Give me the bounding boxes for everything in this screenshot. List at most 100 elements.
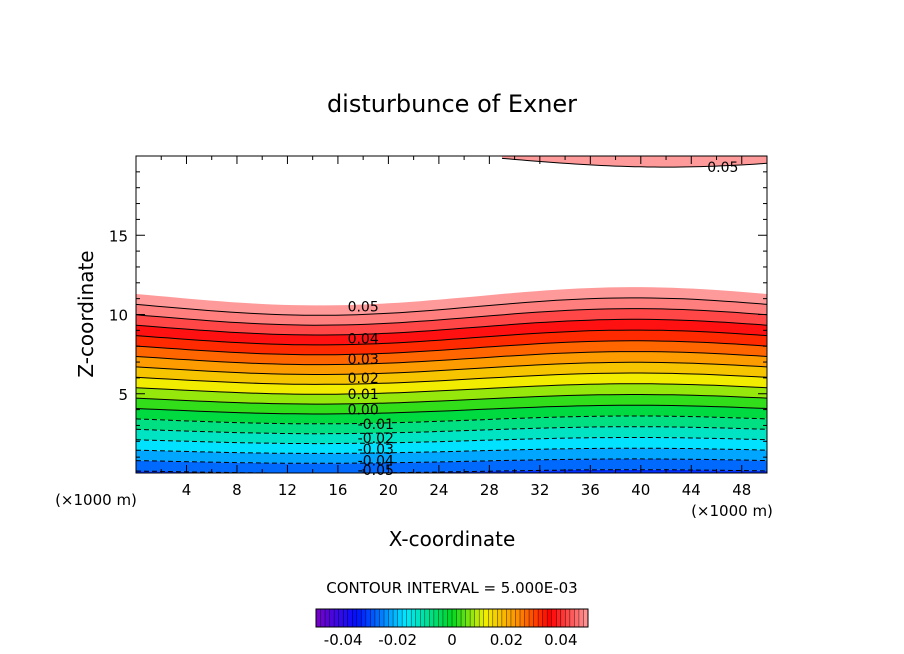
contour-line — [136, 329, 767, 346]
x-tick-label: 20 — [379, 481, 398, 499]
colorbar-cell — [510, 609, 516, 627]
contour-label-layer: 0.050.040.030.020.010.00-0.01-0.02-0.03-… — [348, 160, 739, 479]
colorbar-cell — [374, 609, 380, 627]
colorbar-tick-label: -0.04 — [324, 631, 363, 649]
contour-label: -0.02 — [358, 431, 394, 447]
colorbar-cell — [424, 609, 430, 627]
colorbar-cell — [365, 609, 371, 627]
y-tick-label: 5 — [118, 386, 128, 404]
x-tick-label: 28 — [480, 481, 499, 499]
contour-interval-text: CONTOUR INTERVAL = 5.000E-03 — [326, 579, 577, 597]
colorbar-cell — [442, 609, 448, 627]
colorbar-cell — [347, 609, 353, 627]
colorbar — [315, 609, 589, 627]
contour-band — [136, 502, 767, 513]
colorbar-cell — [470, 609, 476, 627]
contour-line — [136, 340, 767, 356]
y-tick-label: 10 — [109, 307, 128, 325]
contour-band — [136, 394, 767, 414]
colorbar-cell — [542, 609, 548, 627]
colorbar-cell — [488, 609, 494, 627]
contour-line — [136, 404, 767, 415]
contour-band — [136, 437, 767, 454]
contour-line — [136, 361, 767, 375]
contour-band — [136, 416, 767, 434]
colorbar-cell — [438, 609, 444, 627]
x-tick-label: 12 — [278, 481, 297, 499]
contour-line — [136, 383, 767, 395]
contour-label: -0.03 — [358, 442, 394, 458]
x-tick-label: 4 — [182, 481, 192, 499]
contour-label: -0.01 — [358, 417, 394, 433]
x-tick-label: 16 — [328, 481, 347, 499]
colorbar-cell — [483, 609, 489, 627]
colorbar-cell — [352, 609, 358, 627]
contour-label: 0.03 — [348, 352, 379, 368]
contour-band — [136, 287, 767, 316]
colorbar-tick-label: 0 — [447, 631, 457, 649]
colorbar-cell — [574, 609, 580, 627]
contour-line — [136, 437, 767, 445]
colorbar-cell — [402, 609, 408, 627]
contour-line — [136, 458, 767, 464]
colorbar-cell — [361, 609, 367, 627]
contour-label: -0.05 — [358, 463, 394, 479]
x-tick-label: 32 — [530, 481, 549, 499]
x-tick-label: 44 — [682, 481, 701, 499]
colorbar-cell — [433, 609, 439, 627]
colorbar-tick-label: 0.04 — [544, 631, 577, 649]
contour-line — [136, 308, 767, 326]
colorbar-cell — [370, 609, 376, 627]
contour-label: 0.05 — [707, 160, 738, 176]
contour-line — [136, 318, 767, 336]
colorbar-cell — [565, 609, 571, 627]
colorbar-cell — [533, 609, 539, 627]
contour-line — [136, 372, 767, 385]
colorbar-cell — [343, 609, 349, 627]
colorbar-cell — [583, 609, 589, 627]
colorbar-cell — [329, 609, 335, 627]
colorbar-cell — [497, 609, 503, 627]
x-tick-label: 8 — [232, 481, 242, 499]
x-tick-label: 40 — [631, 481, 650, 499]
x-unit-label-left: (×1000 m) — [55, 491, 137, 509]
colorbar-tick-label: 0.02 — [490, 631, 523, 649]
contour-band — [136, 308, 767, 335]
colorbar-cell — [388, 609, 394, 627]
contour-line — [501, 157, 767, 168]
x-tick-label: 48 — [732, 481, 751, 499]
contour-band — [136, 340, 767, 365]
contour-label: 0.05 — [348, 300, 379, 316]
contour-band — [136, 469, 767, 473]
colorbar-cell — [415, 609, 421, 627]
colorbar-cell — [474, 609, 480, 627]
contour-label: -0.04 — [358, 453, 394, 469]
contour-line — [136, 415, 767, 425]
contour-label: 0.00 — [348, 403, 379, 419]
contour-band — [136, 426, 767, 444]
contour-band — [136, 473, 767, 523]
contour-band — [136, 319, 767, 345]
contour-band — [136, 383, 767, 405]
colorbar-cell — [334, 609, 340, 627]
contour-line — [136, 480, 767, 483]
contour-fill-layer — [136, 156, 767, 523]
colorbar-cell — [356, 609, 362, 627]
contour-line — [136, 447, 767, 454]
contour-band — [136, 330, 767, 355]
colorbar-cell — [325, 609, 330, 627]
contour-band — [136, 362, 767, 385]
contour-label: 0.02 — [348, 371, 379, 387]
contour-band — [136, 491, 767, 503]
colorbar-cell — [429, 609, 435, 627]
colorbar-cell — [560, 609, 566, 627]
colorbar-cell — [551, 609, 557, 627]
colorbar-cell — [556, 609, 562, 627]
x-unit-label-right: (×1000 m) — [691, 502, 773, 520]
x-tick-label: 24 — [429, 481, 448, 499]
contour-band — [136, 351, 767, 375]
y-tick-label: 15 — [109, 227, 128, 245]
colorbar-cell — [501, 609, 507, 627]
x-axis-ticks: 4 8 12 16 20 24 28 32 36 40 44 48 — [160, 156, 751, 499]
